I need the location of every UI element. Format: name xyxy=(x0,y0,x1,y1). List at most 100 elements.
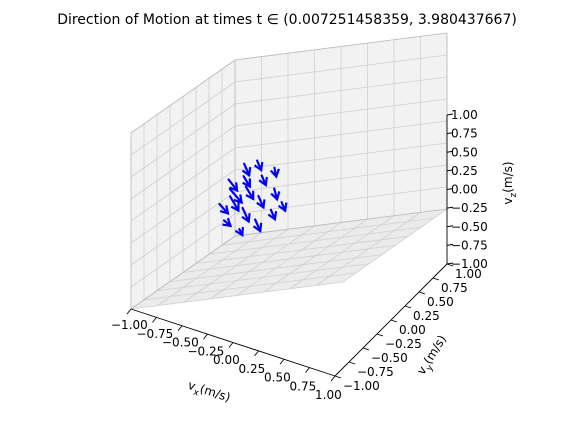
y-tick xyxy=(418,291,426,295)
z-tick-label: −0.25 xyxy=(451,201,488,215)
z-tick xyxy=(446,169,454,172)
y-tick xyxy=(376,333,384,337)
x-tick-label: −1.00 xyxy=(111,318,148,332)
chart-title: Direction of Motion at times t ∈ (0.0072… xyxy=(57,12,517,28)
y-tick-label: −0.25 xyxy=(385,337,422,351)
grid-line xyxy=(316,212,421,286)
grid-line xyxy=(342,208,448,283)
quiver-arrow-head xyxy=(269,168,280,179)
z-tick-label: 0.00 xyxy=(451,183,478,197)
z-tick xyxy=(446,113,454,116)
z-tick xyxy=(446,243,454,246)
grid-line xyxy=(130,103,236,178)
quiver-arrow-head xyxy=(233,194,244,205)
quiver-arrow-head xyxy=(241,213,251,224)
quiver-arrow xyxy=(227,178,239,192)
y-tick-label: 0.50 xyxy=(427,295,454,309)
x-tick xyxy=(330,375,336,382)
y-tick-label: −1.00 xyxy=(343,379,380,393)
grid-line xyxy=(236,222,342,296)
quiver-arrow-head xyxy=(267,211,278,222)
y-tick-label: 0.75 xyxy=(441,281,468,295)
x-tick-label: 1.00 xyxy=(315,388,342,402)
quiver-arrow-head xyxy=(270,191,281,202)
quiver-arrow xyxy=(244,185,255,200)
z-axis-label: vz(m/s) xyxy=(501,161,519,204)
quiver-arrow-head xyxy=(256,199,266,210)
grid-line xyxy=(130,125,236,200)
quiver-arrow-head xyxy=(253,161,264,173)
z-tick-label: −0.75 xyxy=(451,238,488,252)
quiver-arrow-head xyxy=(241,166,252,178)
grid-line xyxy=(234,120,448,149)
grid-line xyxy=(234,98,448,127)
quiver-arrows xyxy=(218,159,288,237)
y-tick-label: −0.75 xyxy=(357,365,394,379)
y-tick-label: 0.25 xyxy=(413,309,440,323)
z-tick-label: −0.50 xyxy=(451,220,488,234)
x-tick-label: −0.75 xyxy=(137,327,174,341)
y-tick xyxy=(404,305,412,309)
x-tick xyxy=(228,342,234,348)
grid-line xyxy=(234,76,448,105)
quiver-arrow-head xyxy=(277,202,288,213)
pane-edge xyxy=(130,235,236,310)
x-tick xyxy=(305,367,310,373)
quiver-arrow-head xyxy=(222,217,233,228)
x-tick-label: 0.50 xyxy=(264,371,291,385)
x-tick-label: 0.25 xyxy=(239,362,266,376)
x-tick xyxy=(177,325,183,332)
y-tick xyxy=(390,319,398,323)
grid-line xyxy=(130,81,236,156)
y-tick-label: 0.00 xyxy=(399,323,426,337)
pane-edge xyxy=(130,59,236,134)
y-tick-label: 1.00 xyxy=(455,267,482,281)
quiver-arrow-head xyxy=(234,226,244,237)
z-tick-label: −1.00 xyxy=(451,257,488,271)
axis-ticks: −1.00−0.75−0.50−0.250.000.250.500.751.00… xyxy=(111,108,488,402)
y-tick xyxy=(446,263,454,267)
y-tick xyxy=(348,361,356,365)
quiver-arrow-head xyxy=(245,190,255,201)
quiver-arrow-head xyxy=(219,205,230,215)
x-tick-label: 0.75 xyxy=(290,379,317,393)
z-tick xyxy=(446,132,454,135)
quiver-arrow xyxy=(229,195,240,212)
y-tick xyxy=(362,347,370,351)
y-tick-label: −0.50 xyxy=(371,351,408,365)
grid-line xyxy=(130,147,236,222)
z-tick xyxy=(446,225,454,228)
quiver-arrow-head xyxy=(242,178,252,189)
x-tick-label: 0.00 xyxy=(213,353,240,367)
grid-line xyxy=(263,218,368,293)
x-tick xyxy=(254,350,259,357)
quiver-arrow-head xyxy=(230,202,240,213)
z-tick-label: 0.25 xyxy=(451,164,478,178)
x-tick xyxy=(126,308,132,315)
z-tick xyxy=(446,206,454,209)
grid-line xyxy=(289,215,395,290)
z-tick-label: 0.50 xyxy=(451,145,478,159)
quiver-arrow-head xyxy=(258,176,268,187)
x-tick xyxy=(152,317,157,323)
grid-line xyxy=(195,235,409,264)
x-tick-label: −0.50 xyxy=(162,336,199,350)
z-tick-label: 0.75 xyxy=(451,127,478,141)
pane-edge xyxy=(234,32,448,61)
y-tick xyxy=(432,277,440,281)
z-tick xyxy=(446,262,454,265)
grid-line xyxy=(221,217,435,246)
x-axis-label: vx(m/s) xyxy=(185,378,232,409)
x-tick xyxy=(279,358,285,365)
grid-line xyxy=(208,226,422,255)
x-tick xyxy=(203,333,208,340)
quiver-arrow xyxy=(241,206,250,223)
quiver-arrow-head xyxy=(229,182,239,193)
grid-line xyxy=(234,54,448,83)
x-tick-label: −0.25 xyxy=(188,344,225,358)
pane-edge xyxy=(234,208,448,237)
quiver-arrow xyxy=(228,187,243,204)
z-tick-label: 1.00 xyxy=(451,108,478,122)
